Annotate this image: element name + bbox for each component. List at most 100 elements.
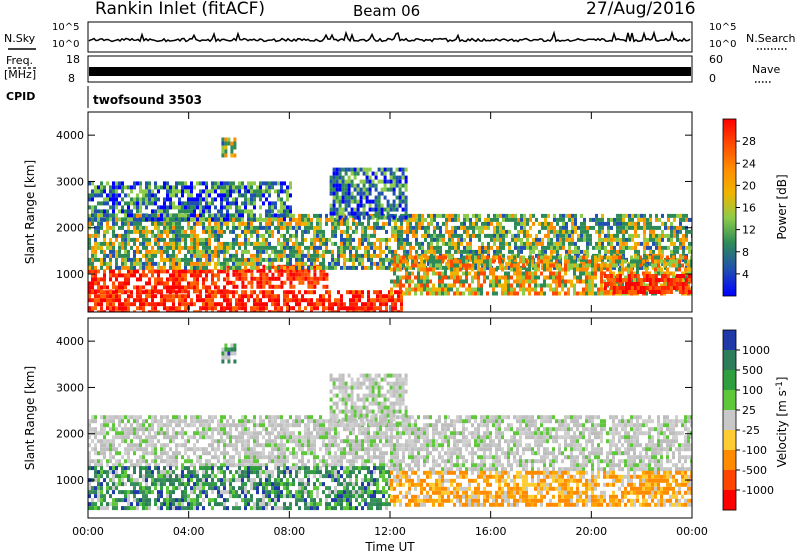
heatmap-cell-5 [389,183,393,188]
heatmap-cell-3 [298,213,301,218]
heatmap-cell-3 [481,221,484,226]
heatmap-cell-3 [313,225,316,230]
heatmap-cell-3 [310,257,313,262]
heatmap-cell-0 [151,459,154,464]
heatmap-cell-6 [519,259,522,264]
heatmap-cell-0 [400,294,403,299]
heatmap-cell-3 [298,225,301,230]
heatmap-cell-0 [124,290,127,295]
heatmap-cell-4 [220,205,223,210]
heatmap-cell-6 [618,271,621,276]
heatmap-cell-3 [247,237,250,242]
heatmap-cell-3 [661,221,664,226]
heatmap-cell-7 [606,290,610,294]
heatmap-cell-3 [136,237,139,242]
heatmap-cell-0 [214,294,217,299]
heatmap-cell-4 [154,209,157,214]
heatmap-cell-6 [438,283,441,288]
heatmap-cell-0 [181,294,184,299]
heatmap-cell-3 [244,245,247,250]
heatmap-cell-4 [223,205,226,210]
heatmap-cell-0 [349,298,352,303]
heatmap-cell-3 [301,253,304,258]
heatmap-cell-6 [651,259,654,264]
heatmap-cell-4 [112,217,115,222]
heatmap-cell-3 [577,253,580,258]
heatmap-cell-3 [454,217,457,222]
heatmap-cell-3 [319,229,322,234]
heatmap-cell-4 [202,205,205,210]
heatmap-cell-6 [510,275,513,280]
heatmap-cell-6 [570,255,573,260]
heatmap-cell-4 [157,197,160,202]
heatmap-cell-7 [648,286,652,290]
heatmap-cell-3 [337,225,340,230]
heatmap-cell-3 [274,253,277,258]
heatmap-cell-3 [562,221,565,226]
heatmap-cell-0 [277,310,280,312]
heatmap-cell-6 [426,271,429,276]
heatmap-cell-3 [316,213,319,218]
heatmap-cell-3 [403,229,406,234]
heatmap-cell-3 [487,233,490,238]
heatmap-cell-3 [223,253,226,258]
heatmap-cell-3 [304,261,307,266]
heatmap-cell-6 [483,255,486,260]
heatmap-cell-0 [109,447,112,452]
heatmap-cell-3 [592,217,595,222]
heatmap-cell-3 [553,233,556,238]
heatmap-cell-6 [489,279,492,284]
heatmap-cell-3 [457,233,460,238]
heatmap-cell-0 [238,423,241,428]
heatmap-cell-4 [145,193,148,198]
heatmap-cell-6 [429,267,432,272]
heatmap-cell-3 [622,233,625,238]
heatmap-cell-5 [386,187,390,192]
heatmap-cell-0 [124,459,127,464]
heatmap-cell-3 [433,225,436,230]
heatmap-cell-3 [472,225,475,230]
heatmap-cell-0 [139,455,142,460]
heatmap-cell-4 [196,217,199,222]
heatmap-cell-3 [601,241,604,246]
heatmap-cell-6 [558,267,561,272]
heatmap-cell-1 [223,285,226,290]
heatmap-cell-0 [391,306,394,311]
heatmap-cell-6 [414,287,417,292]
heatmap-cell-3 [448,217,451,222]
heatmap-cell-6 [609,255,612,260]
heatmap-cell-3 [133,237,136,242]
heatmap-cell-3 [412,217,415,222]
heatmap-cell-1 [103,277,106,282]
heatmap-cell-4 [253,205,256,210]
heatmap-cell-3 [649,245,652,250]
heatmap-cell-4 [169,217,172,222]
heatmap-cell-3 [175,237,178,242]
heatmap-cell-4 [115,197,118,202]
heatmap-cell-3 [181,213,184,218]
heatmap-cell-5 [335,187,339,192]
heatmap-cell-3 [157,261,160,266]
heatmap-cell-5 [371,199,375,204]
heatmap-cell-6 [414,263,417,268]
heatmap-cell-3 [91,265,94,270]
heatmap-cell-0 [124,447,127,452]
heatmap-cell-0 [124,302,127,307]
heatmap-cell-4 [103,185,106,190]
heatmap-cell-1 [166,277,169,282]
heatmap-cell-3 [664,233,667,238]
heatmap-cell-1 [118,289,121,294]
heatmap-cell-6 [555,279,558,284]
heatmap-cell-3 [193,241,196,246]
heatmap-cell-6 [537,267,540,272]
heatmap-cell-4 [199,217,202,222]
heatmap-cell-7 [681,282,685,286]
heatmap-cell-0 [217,419,220,424]
heatmap-cell-3 [205,257,208,262]
heatmap-cell-4 [112,201,115,206]
heatmap-cell-3 [487,217,490,222]
heatmap-cell-3 [358,261,361,266]
heatmap-cell-3 [364,249,367,254]
heatmap-cell-4 [199,201,202,206]
heatmap-cell-6 [405,259,408,264]
